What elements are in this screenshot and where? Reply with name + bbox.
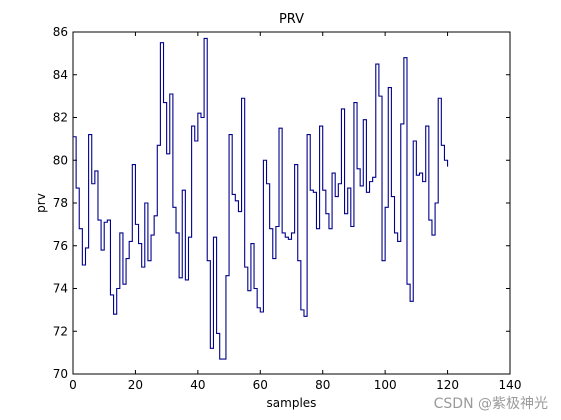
prv-series-line <box>73 37 449 360</box>
y-tick-label: 70 <box>53 367 68 381</box>
y-tick-label: 78 <box>53 196 68 210</box>
y-tick-label: 76 <box>53 239 68 253</box>
x-tick-label: 40 <box>190 378 205 392</box>
x-tick-label: 80 <box>315 378 330 392</box>
chart-title: PRV <box>279 12 304 27</box>
x-tick-label: 20 <box>128 378 143 392</box>
y-axis-label: prv <box>34 193 48 213</box>
y-tick-label: 80 <box>53 153 68 167</box>
x-tick-label: 60 <box>253 378 268 392</box>
plot-area <box>72 31 511 375</box>
x-tick-label: 100 <box>374 378 397 392</box>
y-tick-label: 86 <box>53 25 68 39</box>
x-tick-label: 140 <box>499 378 522 392</box>
x-tick-label: 120 <box>436 378 459 392</box>
axis-ticks <box>72 31 511 375</box>
y-tick-labels: 70 72 74 76 78 80 82 84 86 <box>53 25 68 381</box>
y-tick-label: 84 <box>53 68 68 82</box>
x-tick-label: 0 <box>69 378 77 392</box>
watermark-text: CSDN @紫极神光 <box>434 396 548 412</box>
x-axis-label: samples <box>267 396 317 410</box>
y-tick-label: 72 <box>53 324 68 338</box>
y-tick-label: 74 <box>53 282 68 296</box>
x-tick-labels: 0 20 40 60 80 100 120 140 <box>69 378 521 392</box>
y-tick-label: 82 <box>53 111 68 125</box>
